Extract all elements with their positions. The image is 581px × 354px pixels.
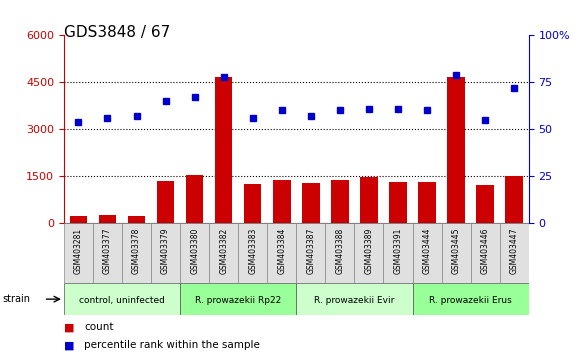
Text: GSM403384: GSM403384	[277, 228, 286, 274]
Text: GSM403378: GSM403378	[132, 228, 141, 274]
Text: GSM403444: GSM403444	[422, 228, 432, 274]
Bar	[476, 185, 494, 223]
Bar	[413, 283, 529, 315]
Bar	[360, 177, 378, 223]
Text: ■: ■	[64, 322, 74, 332]
Bar	[238, 223, 267, 283]
Bar	[302, 183, 320, 223]
Bar	[157, 181, 174, 223]
Text: GSM403281: GSM403281	[74, 228, 83, 274]
Bar	[505, 176, 523, 223]
Bar	[447, 77, 465, 223]
Text: GSM403445: GSM403445	[451, 228, 461, 274]
Bar	[180, 283, 296, 315]
Bar	[354, 223, 383, 283]
Text: GSM403383: GSM403383	[248, 228, 257, 274]
Text: GSM403379: GSM403379	[161, 228, 170, 274]
Bar	[442, 223, 471, 283]
Bar	[209, 223, 238, 283]
Bar	[267, 223, 296, 283]
Bar	[325, 223, 354, 283]
Text: control, uninfected: control, uninfected	[79, 296, 165, 305]
Bar	[70, 216, 87, 223]
Bar	[383, 223, 413, 283]
Text: strain: strain	[3, 294, 31, 304]
Text: GDS3848 / 67: GDS3848 / 67	[64, 25, 170, 40]
Text: ■: ■	[64, 340, 74, 350]
Text: GSM403446: GSM403446	[480, 228, 490, 274]
Bar	[186, 175, 203, 223]
Text: GSM403382: GSM403382	[219, 228, 228, 274]
Bar	[128, 216, 145, 223]
Bar	[418, 182, 436, 223]
Text: GSM403388: GSM403388	[335, 228, 345, 274]
Bar	[471, 223, 500, 283]
Bar	[93, 223, 122, 283]
Bar	[215, 77, 232, 223]
Bar	[151, 223, 180, 283]
Bar	[122, 223, 151, 283]
Bar	[180, 223, 209, 283]
Text: R. prowazekii Rp22: R. prowazekii Rp22	[195, 296, 281, 305]
Text: GSM403389: GSM403389	[364, 228, 374, 274]
Text: GSM403380: GSM403380	[190, 228, 199, 274]
Bar	[413, 223, 442, 283]
Bar	[99, 215, 116, 223]
Bar	[500, 223, 529, 283]
Bar	[296, 223, 325, 283]
Text: GSM403391: GSM403391	[393, 228, 403, 274]
Text: R. prowazekii Evir: R. prowazekii Evir	[314, 296, 394, 305]
Text: count: count	[84, 322, 114, 332]
Bar	[331, 180, 349, 223]
Text: GSM403377: GSM403377	[103, 228, 112, 274]
Bar	[64, 223, 93, 283]
Text: percentile rank within the sample: percentile rank within the sample	[84, 340, 260, 350]
Bar	[389, 182, 407, 223]
Bar	[64, 283, 180, 315]
Bar	[244, 184, 261, 223]
Text: GSM403387: GSM403387	[306, 228, 315, 274]
Bar	[296, 283, 413, 315]
Bar	[273, 180, 290, 223]
Text: R. prowazekii Erus: R. prowazekii Erus	[429, 296, 512, 305]
Text: GSM403447: GSM403447	[510, 228, 519, 274]
